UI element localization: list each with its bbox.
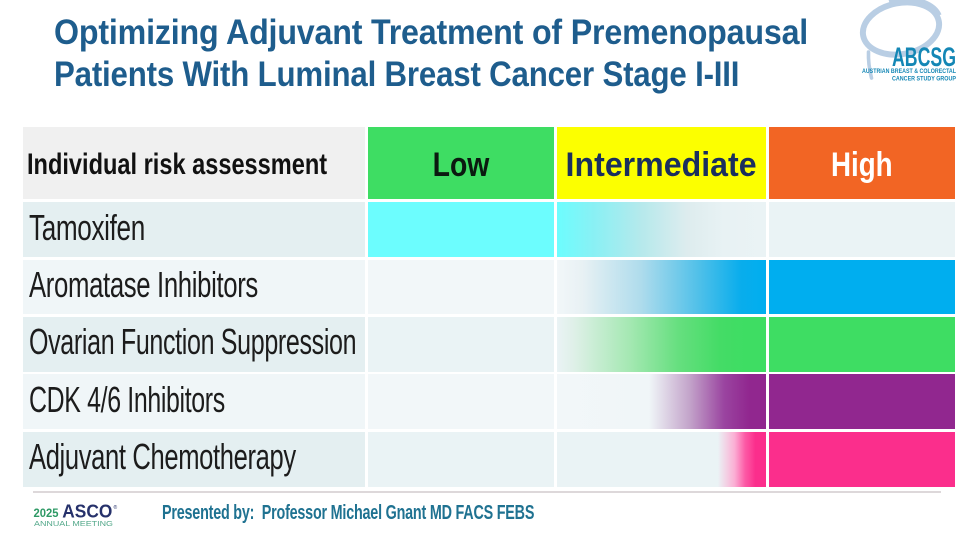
svg-text:ANNUAL MEETING: ANNUAL MEETING [34, 521, 113, 528]
svg-text:2025: 2025 [34, 506, 59, 520]
svg-text:CANCER STUDY GROUP: CANCER STUDY GROUP [892, 76, 956, 83]
svg-text:ABCSG: ABCSG [892, 42, 956, 72]
svg-text:®: ® [114, 504, 118, 511]
svg-text:ASCO: ASCO [62, 502, 112, 522]
svg-text:AUSTRIAN BREAST & COLORECTAL: AUSTRIAN BREAST & COLORECTAL [862, 68, 956, 75]
